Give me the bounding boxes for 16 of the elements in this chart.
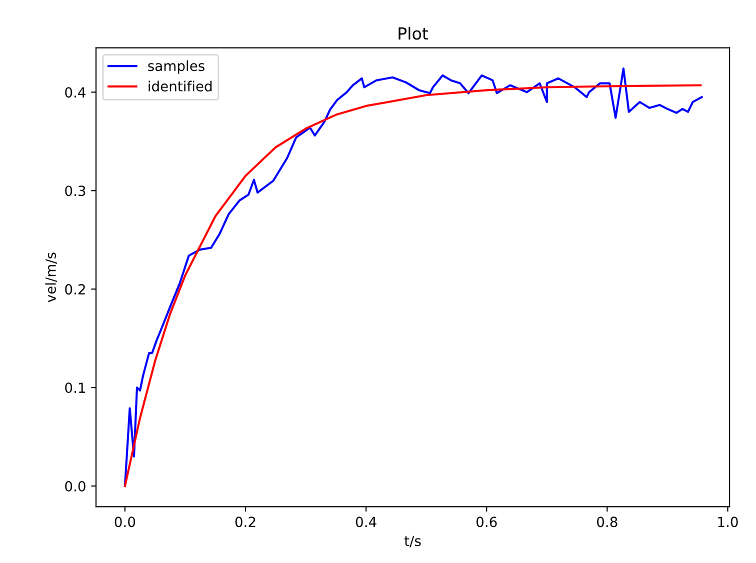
y-tick-label: 0.3 [65,186,86,196]
x-tick-label: 0.0 [114,516,136,528]
y-tick-label: 0.1 [65,382,86,394]
y-tick-label: 0.0 [65,480,86,492]
legend-label: samples [148,60,204,74]
y-axis-title: vel/m/s [45,252,58,302]
y-tick-label: 0.2 [65,284,85,295]
x-tick-label: 1.0 [718,516,738,528]
x-tick-label: 0.6 [476,516,497,528]
x-tick-label: 0.8 [597,516,618,528]
chart-title: Plot [398,26,428,40]
y-tick-label: 0.4 [65,87,86,98]
x-axis-title: t/s [404,536,421,548]
x-tick-label: 0.2 [235,516,256,528]
legend-label: identified [148,80,212,92]
x-tick-label: 0.4 [356,516,376,528]
